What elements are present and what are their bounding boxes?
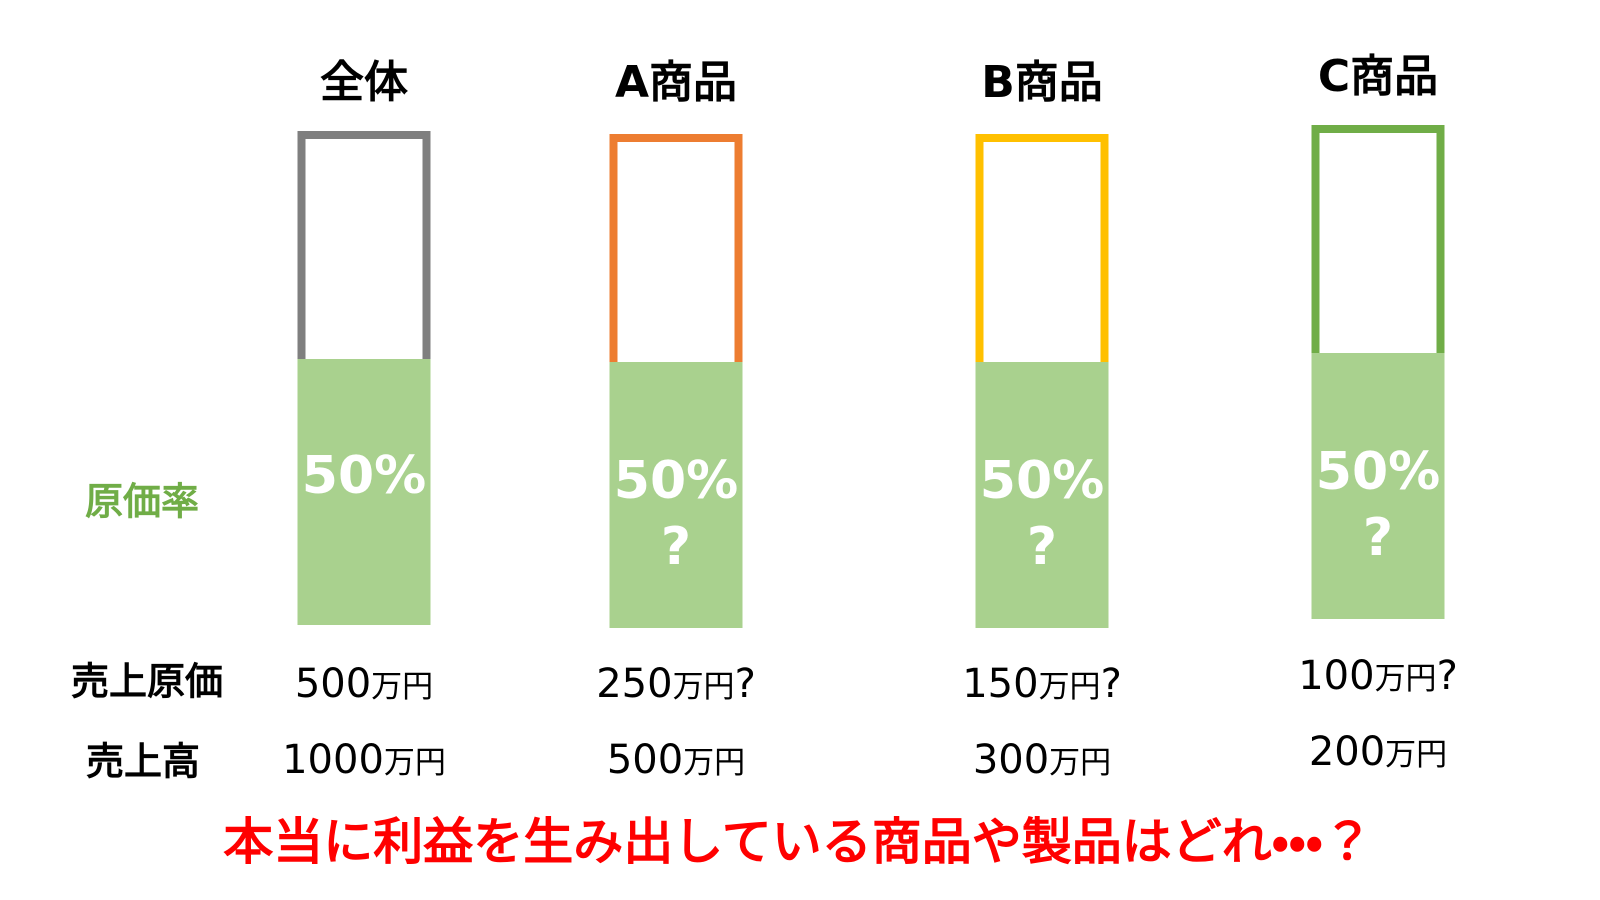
rate-value: 50% bbox=[979, 451, 1105, 511]
cost-box: 50%? bbox=[1311, 125, 1445, 619]
sales-amount: 1000万円 bbox=[282, 737, 446, 783]
rate-text: 50% bbox=[298, 443, 431, 509]
amount: 300 bbox=[972, 737, 1050, 783]
rate-note: ? bbox=[660, 517, 692, 577]
amount: 500 bbox=[294, 661, 372, 707]
unit: 万円 bbox=[1038, 669, 1101, 705]
amount: 150 bbox=[962, 661, 1039, 707]
unit: 万円 bbox=[371, 669, 434, 705]
rate-value: 50% bbox=[613, 451, 739, 511]
suffix: ? bbox=[1100, 661, 1122, 707]
cost-amount: 250万円? bbox=[596, 661, 756, 707]
unit: 万円 bbox=[383, 745, 446, 781]
rate-text: 50%? bbox=[976, 448, 1109, 580]
rate-value: 50% bbox=[301, 446, 427, 506]
rate-value: 50% bbox=[1315, 442, 1441, 502]
column-title: A商品 bbox=[614, 57, 738, 108]
amount: 500 bbox=[606, 737, 684, 783]
cost-fill: 50% bbox=[297, 359, 431, 625]
cost-label: 売上原価 bbox=[70, 659, 224, 704]
footer-question: 本当に利益を生み出している商品や製品はどれ・・・？ bbox=[223, 813, 1373, 871]
sales-amount: 500万円 bbox=[607, 737, 745, 783]
amount: 200 bbox=[1308, 729, 1386, 775]
cost-fill: 50%? bbox=[975, 362, 1109, 628]
suffix: ? bbox=[1436, 653, 1458, 699]
cost-amount: 500万円 bbox=[295, 661, 433, 707]
unit: 万円 bbox=[1374, 661, 1437, 697]
column-title: B商品 bbox=[981, 57, 1103, 108]
rate-text: 50%? bbox=[610, 448, 743, 580]
column-title: 全体 bbox=[320, 57, 408, 108]
cost-box: 50%? bbox=[609, 134, 743, 628]
column-title: C商品 bbox=[1317, 51, 1439, 102]
unit: 万円 bbox=[672, 669, 735, 705]
cost-box: 50%? bbox=[975, 134, 1109, 628]
cost-box: 50% bbox=[297, 131, 431, 625]
amount: 250 bbox=[596, 661, 673, 707]
cost-fill: 50%? bbox=[609, 362, 743, 628]
rate-label: 原価率 bbox=[84, 479, 200, 524]
sales-amount: 200万円 bbox=[1309, 729, 1447, 775]
unit: 万円 bbox=[1385, 737, 1448, 773]
rate-note: ? bbox=[1362, 508, 1394, 568]
rate-note: ? bbox=[1026, 517, 1058, 577]
rate-text: 50%? bbox=[1312, 439, 1445, 571]
amount: 100 bbox=[1298, 653, 1375, 699]
cost-amount: 100万円? bbox=[1298, 653, 1458, 699]
unit: 万円 bbox=[683, 745, 746, 781]
suffix: ? bbox=[734, 661, 756, 707]
sales-amount: 300万円 bbox=[973, 737, 1111, 783]
unit: 万円 bbox=[1049, 745, 1112, 781]
cost-amount: 150万円? bbox=[962, 661, 1122, 707]
sales-label: 売上高 bbox=[85, 739, 201, 784]
cost-fill: 50%? bbox=[1311, 353, 1445, 619]
amount: 1000 bbox=[282, 737, 384, 783]
